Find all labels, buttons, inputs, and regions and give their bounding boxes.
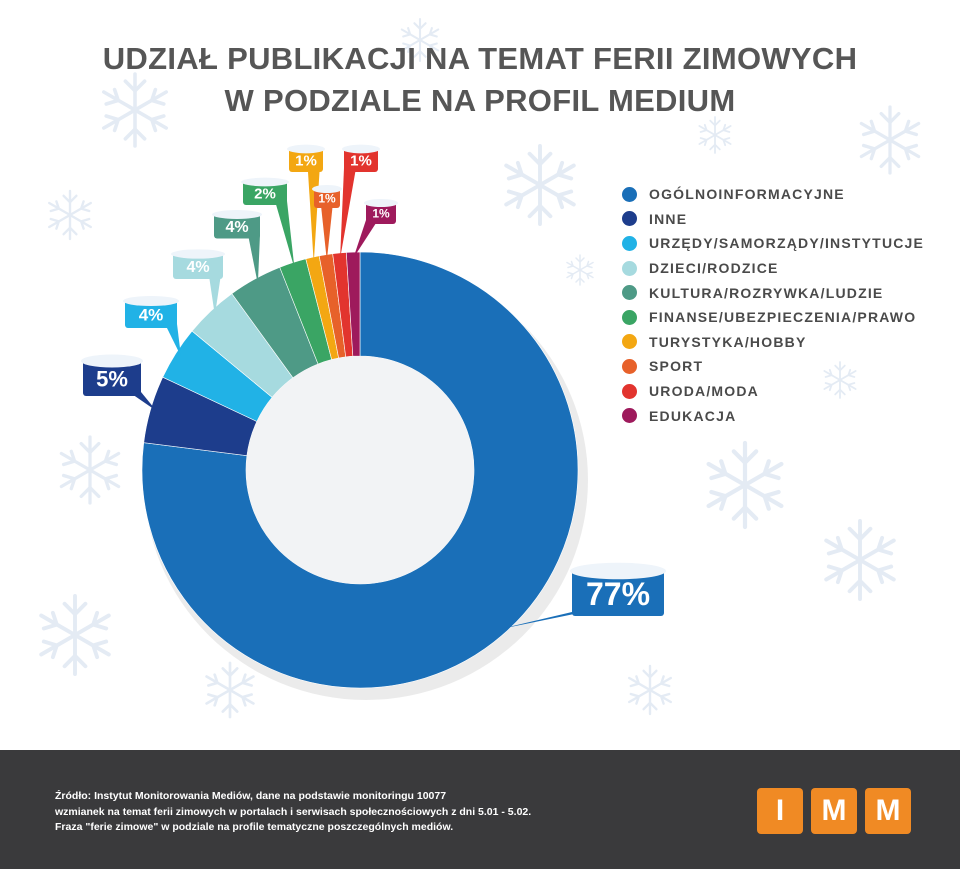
data-label: 4% [139, 305, 164, 324]
legend-item: URODA/MODA [622, 379, 924, 404]
callout-pointer [129, 392, 157, 411]
legend-label: SPORT [649, 358, 704, 375]
callout-badge [243, 181, 287, 205]
snow-cap [212, 210, 262, 219]
logo-letter: M [865, 788, 911, 834]
callout-pointer [275, 201, 295, 269]
legend-item: SPORT [622, 354, 924, 379]
chart-title-line-2: W PODZIALE NA PROFIL MEDIUM [224, 83, 736, 118]
chart-title: UDZIAŁ PUBLIKACJI NA TEMAT FERII ZIMOWYC… [0, 38, 960, 122]
data-label: 5% [96, 366, 128, 391]
legend-item: URZĘDY/SAMORZĄDY/INSTYTUCJE [622, 231, 924, 256]
source-line: wzmianek na temat ferii zimowych w porta… [55, 805, 532, 818]
callout-badge [314, 188, 340, 208]
snow-cap [81, 354, 143, 368]
callout-badge [572, 570, 664, 616]
callout-badge [125, 300, 177, 328]
snow-cap [287, 144, 325, 154]
legend-dot [622, 285, 637, 301]
legend-item: KULTURA/ROZRYWKA/LUDZIE [622, 280, 924, 305]
source-note: Źródło: Instytut Monitorowania Mediów, d… [55, 789, 531, 836]
legend-dot [622, 260, 637, 276]
data-label: 1% [318, 192, 336, 206]
legend-dot [622, 235, 637, 251]
snow-cap [241, 177, 289, 187]
donut-chart: 77% 5% 4% 4% 4% 2% 1% 1% 1% 1% [81, 144, 666, 700]
callout-badge [289, 148, 323, 172]
data-label: 1% [372, 207, 390, 221]
legend-item: DZIECI/RODZICE [622, 256, 924, 281]
legend-label: FINANSE/UBEZPIECZENIA/PRAWO [649, 309, 917, 326]
donut-hole [246, 356, 474, 584]
callout-pointer [307, 168, 320, 264]
legend-label: TURYSTYKA/HOBBY [649, 333, 807, 350]
callout-badge [344, 148, 378, 172]
data-label: 4% [225, 219, 248, 236]
legend-dot [622, 211, 637, 227]
legend-label: URZĘDY/SAMORZĄDY/INSTYTUCJE [649, 235, 925, 252]
legend-item: INNE [622, 207, 924, 232]
legend-dot [622, 334, 637, 350]
footer-bar: Źródło: Instytut Monitorowania Mediów, d… [0, 750, 960, 869]
legend-label: DZIECI/RODZICE [649, 260, 779, 277]
legend-item: OGÓLNOINFORMACYJNE [622, 182, 924, 207]
snow-cap [123, 295, 179, 307]
data-label: 4% [186, 259, 209, 276]
legend-dot [622, 383, 637, 399]
snow-cap [171, 249, 225, 259]
logo-letter: M [811, 788, 857, 834]
callout-badge [173, 253, 223, 279]
callout-pointer [248, 234, 260, 285]
callout-pointer [340, 168, 356, 259]
callout-pointer [208, 275, 221, 316]
legend-dot [622, 358, 637, 374]
legend-label: OGÓLNOINFORMACYJNE [649, 186, 845, 203]
data-label: 1% [350, 153, 372, 170]
data-label: 77% [586, 576, 650, 612]
legend-label: INNE [649, 210, 688, 227]
legend-item: EDUKACJA [622, 403, 924, 428]
logo-letter: I [757, 788, 803, 834]
snow-cap [312, 185, 342, 193]
legend-dot [622, 408, 637, 424]
callout-badge [366, 202, 396, 224]
callout-pointer [320, 204, 333, 261]
legend-dot [622, 309, 637, 325]
data-label: 1% [295, 153, 317, 170]
snow-cap [570, 562, 666, 580]
source-line: Fraza "ferie zimowe" w podziale na profi… [55, 821, 454, 833]
callout-pointer [500, 612, 584, 630]
chart-legend: OGÓLNOINFORMACYJNE INNE URZĘDY/SAMORZĄDY… [622, 182, 924, 428]
legend-item: TURYSTYKA/HOBBY [622, 330, 924, 355]
imm-logo: I M M [757, 788, 919, 834]
legend-dot [622, 186, 637, 202]
callout-badge [83, 360, 141, 396]
legend-label: URODA/MODA [649, 383, 759, 400]
legend-item: FINANSE/UBEZPIECZENIA/PRAWO [622, 305, 924, 330]
callout-badge [214, 213, 260, 239]
legend-label: KULTURA/ROZRYWKA/LUDZIE [649, 284, 884, 301]
callout-pointer [165, 324, 182, 357]
snow-cap [364, 199, 398, 207]
legend-label: EDUKACJA [649, 407, 737, 424]
callout-pointer [353, 220, 378, 259]
snow-cap [342, 144, 380, 154]
chart-title-line-1: UDZIAŁ PUBLIKACJI NA TEMAT FERII ZIMOWYC… [102, 41, 858, 76]
data-label: 2% [254, 186, 276, 203]
source-line: Źródło: Instytut Monitorowania Mediów, d… [55, 790, 447, 802]
